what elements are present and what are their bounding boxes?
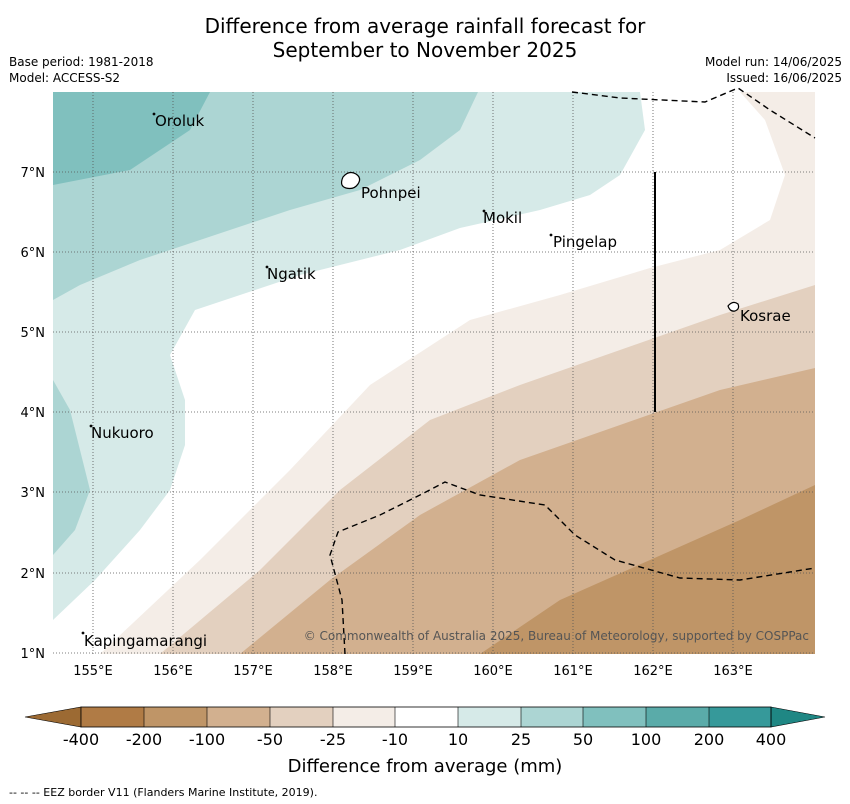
lon-label: 162°E xyxy=(633,664,673,679)
rainfall-contours xyxy=(53,92,815,654)
lon-label: 161°E xyxy=(553,664,593,679)
colorbar-tick: -400 xyxy=(63,730,99,749)
colorbar-tick: 10 xyxy=(448,730,468,749)
colorbar-swatch xyxy=(395,707,458,727)
colorbar-tick: 400 xyxy=(756,730,787,749)
colorbar-tick: -25 xyxy=(320,730,346,749)
island-outlines xyxy=(81,112,740,635)
colorbar-tick: 100 xyxy=(631,730,662,749)
colorbar-swatch xyxy=(81,707,144,727)
colorbar: -400 -200 -100 -50 -25 -10 10 25 50 100 … xyxy=(24,706,826,777)
latitude-labels: 7°N 6°N 5°N 4°N 3°N 2°N 1°N xyxy=(21,166,46,662)
lon-label: 155°E xyxy=(73,664,113,679)
meta-left: Base period: 1981-2018 Model: ACCESS-S2 xyxy=(9,54,154,86)
colorbar-tick: -200 xyxy=(126,730,162,749)
lat-label: 1°N xyxy=(21,647,46,662)
lat-label: 7°N xyxy=(21,166,46,181)
lon-label: 160°E xyxy=(473,664,513,679)
graticule xyxy=(53,92,815,654)
lon-label: 157°E xyxy=(233,664,273,679)
map-title-line-1: Difference from average rainfall forecas… xyxy=(204,14,646,38)
colorbar-swatch xyxy=(646,707,709,727)
lon-label: 158°E xyxy=(313,664,353,679)
colorbar-extend-min xyxy=(24,706,82,728)
colorbar-swatch xyxy=(144,707,207,727)
kosrae-island-shape xyxy=(727,301,740,312)
base-period-label: Base period: 1981-2018 xyxy=(9,55,154,69)
pohnpei-island-shape xyxy=(340,171,361,190)
colorbar-label: Difference from average (mm) xyxy=(288,756,563,777)
pingelap-atoll-mark xyxy=(549,233,553,237)
colorbar-swatch xyxy=(521,707,583,727)
colorbar-tick: -100 xyxy=(189,730,225,749)
lon-label: 163°E xyxy=(713,664,753,679)
colorbar-swatch xyxy=(207,707,270,727)
colorbar-extend-max xyxy=(770,706,826,728)
place-label-mokil: Mokil xyxy=(483,209,522,227)
lat-label: 3°N xyxy=(21,486,46,501)
place-label-pohnpei: Pohnpei xyxy=(361,184,421,202)
lat-label: 4°N xyxy=(21,406,46,421)
issued-label: Issued: 16/06/2025 xyxy=(726,71,842,85)
meta-right: Model run: 14/06/2025 Issued: 16/06/2025 xyxy=(705,54,842,86)
colorbar-swatch xyxy=(333,707,395,727)
colorbar-swatch xyxy=(270,707,333,727)
place-label-kapingamarangi: Kapingamarangi xyxy=(84,632,207,650)
model-run-label: Model run: 14/06/2025 xyxy=(704,55,842,69)
map-title-line-2: September to November 2025 xyxy=(272,38,578,62)
lon-label: 156°E xyxy=(153,664,193,679)
colorbar-swatch xyxy=(458,707,521,727)
place-label-nukuoro: Nukuoro xyxy=(91,424,154,442)
colorbar-tick: 50 xyxy=(573,730,593,749)
lon-label: 159°E xyxy=(393,664,433,679)
contour-dry-100 xyxy=(480,485,815,654)
colorbar-swatch xyxy=(583,707,646,727)
nukuoro-atoll-mark xyxy=(89,424,93,428)
lat-label: 5°N xyxy=(21,326,46,341)
copyright-notice: © Commonwealth of Australia 2025, Bureau… xyxy=(304,629,809,643)
colorbar-ticks: -400 -200 -100 -50 -25 -10 10 25 50 100 … xyxy=(63,730,786,749)
colorbar-tick: 200 xyxy=(694,730,725,749)
colorbar-tick: 25 xyxy=(511,730,531,749)
kapingamarangi-atoll-mark xyxy=(81,631,85,635)
contour-wet-50 xyxy=(53,92,210,185)
ngatik-atoll-mark xyxy=(265,265,269,269)
place-labels: Oroluk Pohnpei Mokil Pingelap Ngatik Kos… xyxy=(84,112,791,650)
place-label-ngatik: Ngatik xyxy=(267,265,316,283)
place-label-pingelap: Pingelap xyxy=(553,233,617,251)
lat-label: 6°N xyxy=(21,246,46,261)
oroluk-atoll-mark xyxy=(152,112,156,116)
eez-border xyxy=(329,87,816,655)
colorbar-swatch xyxy=(709,707,771,727)
place-label-kosrae: Kosrae xyxy=(740,307,791,325)
model-label: Model: ACCESS-S2 xyxy=(9,71,121,85)
colorbar-tick: -10 xyxy=(382,730,408,749)
place-label-oroluk: Oroluk xyxy=(155,112,204,130)
mokil-atoll-mark xyxy=(482,209,486,213)
colorbar-tick: -50 xyxy=(257,730,283,749)
longitude-labels: 155°E 156°E 157°E 158°E 159°E 160°E 161°… xyxy=(73,664,753,679)
lat-label: 2°N xyxy=(21,567,46,582)
eez-footnote: -- -- -- EEZ border V11 (Flanders Marine… xyxy=(9,786,318,799)
contour-wet-25-south xyxy=(53,380,90,555)
